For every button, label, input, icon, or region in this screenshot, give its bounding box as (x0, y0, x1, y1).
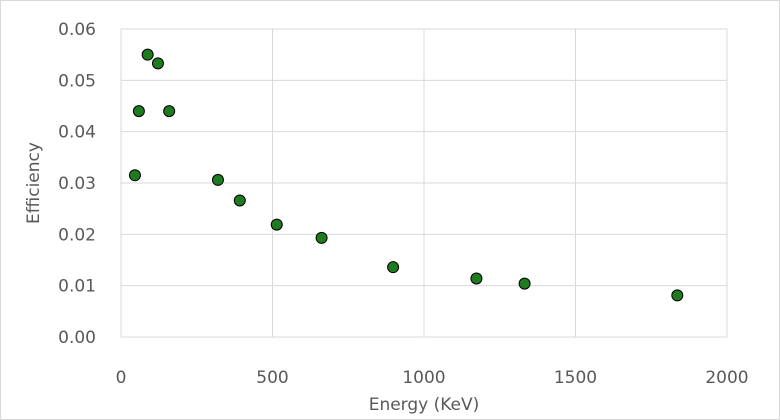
data-point (518, 277, 531, 290)
x-tick-label: 0 (116, 368, 127, 388)
data-point (128, 169, 141, 182)
data-point (141, 48, 154, 61)
y-tick-label: 0.05 (58, 71, 96, 91)
x-tick-label: 1000 (402, 368, 445, 388)
y-tick-label: 0.02 (58, 225, 96, 245)
data-points (128, 48, 684, 302)
data-point (233, 194, 246, 207)
x-tick-label: 500 (256, 368, 288, 388)
grid-lines (120, 28, 728, 338)
data-point (163, 105, 176, 118)
y-tick-label: 0.06 (58, 20, 96, 40)
y-tick-label: 0.01 (58, 277, 96, 297)
data-point (470, 272, 483, 285)
y-tick-label: 0.00 (58, 328, 96, 348)
x-tick-label: 2000 (705, 368, 748, 388)
data-point (315, 231, 328, 244)
data-point (387, 261, 400, 274)
x-axis-ticks: 0 500 1000 1500 2000 (116, 368, 749, 388)
y-axis-ticks: 0.00 0.01 0.02 0.03 0.04 0.05 0.06 (58, 20, 96, 348)
y-tick-label: 0.03 (58, 174, 96, 194)
x-axis-title: Energy (KeV) (369, 395, 480, 415)
data-point (132, 105, 145, 118)
data-point (151, 57, 164, 70)
y-axis-title: Efficiency (24, 142, 44, 224)
data-point (211, 173, 224, 186)
y-tick-label: 0.04 (58, 123, 96, 143)
x-tick-label: 1500 (554, 368, 597, 388)
data-point (671, 289, 684, 302)
data-point (270, 218, 283, 231)
